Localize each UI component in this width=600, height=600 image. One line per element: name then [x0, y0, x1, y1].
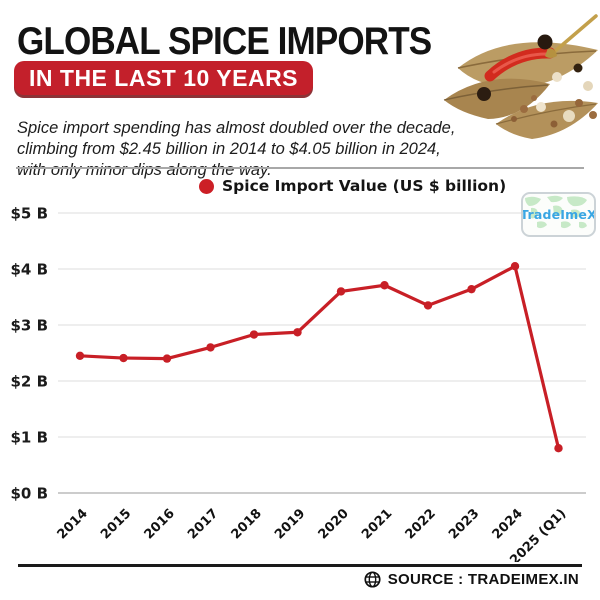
x-tick-label: 2017 — [185, 506, 221, 542]
subtitle-badge: IN THE LAST 10 YEARS — [14, 61, 314, 95]
globe-icon — [364, 571, 381, 588]
data-point-2017 — [206, 343, 215, 352]
footer-divider — [18, 564, 582, 567]
x-tick-label: 2021 — [359, 506, 395, 542]
spice-imports-line-chart: $0 B $1 B $2 B $3 B $4 B $5 B 2014 2015 2016 2017… — [10, 205, 586, 562]
data-point-2020 — [336, 287, 346, 296]
data-point-2018 — [249, 330, 259, 339]
data-point-2022 — [423, 301, 433, 310]
world-map-icon — [525, 195, 587, 229]
chart-legend: Spice Import Value (US $ billion) — [199, 177, 506, 195]
y-tick-label: $5 B — [10, 205, 48, 223]
header-divider — [16, 167, 584, 169]
y-tick-label: $2 B — [10, 373, 48, 391]
data-point-2014 — [75, 351, 85, 360]
intro-text-line-3: with only minor dips along the way. — [17, 160, 272, 179]
data-point-2015 — [119, 353, 128, 363]
source-attribution: SOURCE : TRADEIMEX.IN — [364, 571, 579, 588]
x-tick-label: 2019 — [272, 506, 308, 542]
x-tick-label: 2022 — [403, 506, 439, 542]
legend-marker-icon — [199, 178, 214, 194]
y-tick-label: $3 B — [10, 317, 48, 335]
intro-text-line-1: Spice import spending has almost doubled… — [17, 118, 456, 137]
data-point-2021 — [380, 281, 389, 290]
legend-label: Spice Import Value (US $ billion) — [222, 177, 507, 195]
tradeimex-watermark: TradeImeX — [521, 192, 596, 237]
page-title: GLOBAL SPICE IMPORTS — [17, 20, 432, 63]
data-point-2016 — [162, 354, 172, 363]
y-tick-label: $0 B — [10, 485, 48, 503]
y-tick-label: $1 B — [10, 429, 48, 447]
data-point-2025-q1 — [554, 444, 563, 453]
x-tick-label: 2014 — [55, 506, 91, 542]
source-text: SOURCE : TRADEIMEX.IN — [387, 571, 579, 588]
intro-text-line-2: climbing from $2.45 billion in 2014 to $… — [17, 139, 441, 158]
chili-icon — [484, 14, 598, 82]
intro-text: Spice import spending has almost doubled… — [17, 118, 457, 181]
x-tick-label: 2016 — [142, 506, 178, 542]
x-tick-label: 2020 — [316, 506, 352, 542]
peppercorn-icons — [477, 34, 597, 128]
spices-illustration — [443, 14, 598, 139]
data-point-2024 — [510, 262, 520, 271]
y-tick-label: $4 B — [10, 261, 48, 279]
data-point-2023 — [467, 284, 476, 294]
x-tick-label: 2018 — [229, 506, 265, 542]
x-tick-label: 2024 — [490, 506, 526, 542]
watermark-text: TradeImeX — [521, 207, 596, 222]
line-series — [78, 264, 561, 450]
x-tick-label: 2015 — [98, 506, 134, 542]
x-tick-label: 2023 — [446, 506, 482, 542]
data-point-2019 — [293, 328, 302, 337]
